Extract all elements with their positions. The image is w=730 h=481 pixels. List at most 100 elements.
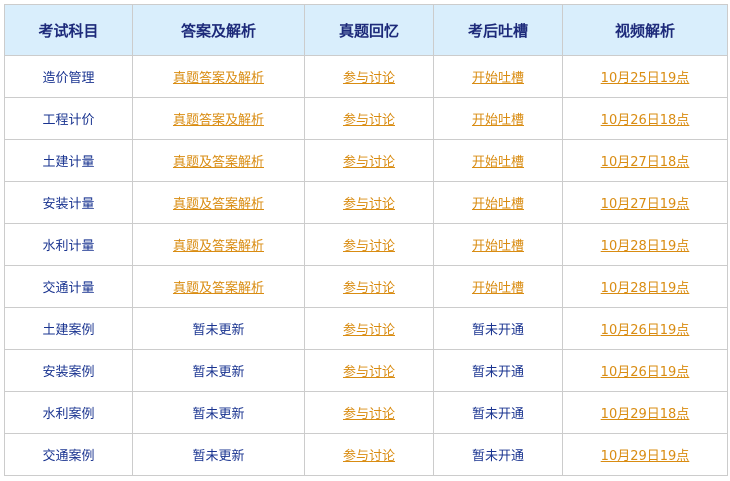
video-cell: 10月25日19点 (562, 55, 728, 98)
video-cell: 10月28日19点 (562, 265, 728, 308)
answer-cell: 暂未更新 (132, 307, 305, 350)
discussion-link[interactable]: 参与讨论 (342, 197, 395, 212)
video-link[interactable]: 10月27日18点 (600, 155, 690, 170)
complain-link[interactable]: 开始吐槽 (471, 197, 524, 212)
complain-cell: 开始吐槽 (433, 265, 563, 308)
discussion-link[interactable]: 参与讨论 (342, 281, 395, 296)
discussion-link[interactable]: 参与讨论 (342, 449, 395, 464)
complain-text: 暂未开通 (471, 407, 524, 422)
answer-link[interactable]: 真题及答案解析 (172, 239, 264, 254)
subject-text: 土建案例 (42, 323, 95, 338)
table-row: 工程计价 真题答案及解析 参与讨论 开始吐槽 10月26日18点 (4, 97, 728, 140)
answer-cell: 真题及答案解析 (132, 223, 305, 266)
discussion-link[interactable]: 参与讨论 (342, 155, 395, 170)
subject-cell: 土建案例 (4, 307, 133, 350)
recall-cell: 参与讨论 (304, 55, 434, 98)
recall-cell: 参与讨论 (304, 307, 434, 350)
complain-link[interactable]: 开始吐槽 (471, 239, 524, 254)
answer-link[interactable]: 真题答案及解析 (172, 113, 264, 128)
video-cell: 10月26日19点 (562, 307, 728, 350)
recall-cell: 参与讨论 (304, 349, 434, 392)
video-link[interactable]: 10月27日19点 (600, 197, 690, 212)
recall-cell: 参与讨论 (304, 181, 434, 224)
complain-link[interactable]: 开始吐槽 (471, 155, 524, 170)
video-cell: 10月27日18点 (562, 139, 728, 182)
subject-cell: 工程计价 (4, 97, 133, 140)
video-cell: 10月28日19点 (562, 223, 728, 266)
column-header: 考后吐槽 (433, 4, 563, 56)
video-link[interactable]: 10月26日19点 (600, 323, 690, 338)
answer-text: 暂未更新 (192, 407, 245, 422)
answer-cell: 真题及答案解析 (132, 265, 305, 308)
answer-link[interactable]: 真题及答案解析 (172, 197, 264, 212)
complain-text: 暂未开通 (471, 449, 524, 464)
video-link[interactable]: 10月29日19点 (600, 449, 690, 464)
complain-cell: 开始吐槽 (433, 181, 563, 224)
complain-text: 暂未开通 (471, 365, 524, 380)
subject-text: 土建计量 (42, 155, 95, 170)
video-cell: 10月29日18点 (562, 391, 728, 434)
video-link[interactable]: 10月28日19点 (600, 239, 690, 254)
answer-text: 暂未更新 (192, 449, 245, 464)
table-row: 土建案例 暂未更新 参与讨论 暂未开通 10月26日19点 (4, 307, 728, 350)
discussion-link[interactable]: 参与讨论 (342, 71, 395, 86)
table-row: 交通案例 暂未更新 参与讨论 暂未开通 10月29日19点 (4, 433, 728, 476)
table-row: 水利计量 真题及答案解析 参与讨论 开始吐槽 10月28日19点 (4, 223, 728, 266)
complain-cell: 暂未开通 (433, 349, 563, 392)
subject-cell: 交通案例 (4, 433, 133, 476)
table-row: 土建计量 真题及答案解析 参与讨论 开始吐槽 10月27日18点 (4, 139, 728, 182)
subject-text: 交通计量 (42, 281, 95, 296)
complain-text: 暂未开通 (471, 323, 524, 338)
answer-link[interactable]: 真题答案及解析 (172, 71, 264, 86)
discussion-link[interactable]: 参与讨论 (342, 323, 395, 338)
subject-text: 安装案例 (42, 365, 95, 380)
complain-cell: 开始吐槽 (433, 139, 563, 182)
column-header: 考试科目 (4, 4, 133, 56)
discussion-link[interactable]: 参与讨论 (342, 113, 395, 128)
complain-link[interactable]: 开始吐槽 (471, 113, 524, 128)
answer-cell: 暂未更新 (132, 433, 305, 476)
table-row: 安装案例 暂未更新 参与讨论 暂未开通 10月26日19点 (4, 349, 728, 392)
discussion-link[interactable]: 参与讨论 (342, 365, 395, 380)
recall-cell: 参与讨论 (304, 265, 434, 308)
answer-cell: 暂未更新 (132, 391, 305, 434)
table-row: 造价管理 真题答案及解析 参与讨论 开始吐槽 10月25日19点 (4, 55, 728, 98)
recall-cell: 参与讨论 (304, 433, 434, 476)
answer-text: 暂未更新 (192, 365, 245, 380)
table-row: 交通计量 真题及答案解析 参与讨论 开始吐槽 10月28日19点 (4, 265, 728, 308)
subject-cell: 交通计量 (4, 265, 133, 308)
subject-cell: 土建计量 (4, 139, 133, 182)
answer-cell: 真题及答案解析 (132, 181, 305, 224)
complain-cell: 暂未开通 (433, 433, 563, 476)
subject-cell: 安装计量 (4, 181, 133, 224)
complain-cell: 暂未开通 (433, 307, 563, 350)
answer-text: 暂未更新 (192, 323, 245, 338)
complain-cell: 开始吐槽 (433, 97, 563, 140)
video-cell: 10月29日19点 (562, 433, 728, 476)
discussion-link[interactable]: 参与讨论 (342, 407, 395, 422)
answer-cell: 真题答案及解析 (132, 55, 305, 98)
subject-text: 工程计价 (42, 113, 95, 128)
discussion-link[interactable]: 参与讨论 (342, 239, 395, 254)
answer-link[interactable]: 真题及答案解析 (172, 281, 264, 296)
video-link[interactable]: 10月28日19点 (600, 281, 690, 296)
complain-link[interactable]: 开始吐槽 (471, 71, 524, 86)
video-link[interactable]: 10月26日19点 (600, 365, 690, 380)
column-header: 答案及解析 (132, 4, 305, 56)
recall-cell: 参与讨论 (304, 97, 434, 140)
video-link[interactable]: 10月26日18点 (600, 113, 690, 128)
video-link[interactable]: 10月29日18点 (600, 407, 690, 422)
complain-link[interactable]: 开始吐槽 (471, 281, 524, 296)
subject-text: 安装计量 (42, 197, 95, 212)
answer-link[interactable]: 真题及答案解析 (172, 155, 264, 170)
table-row: 水利案例 暂未更新 参与讨论 暂未开通 10月29日18点 (4, 391, 728, 434)
table-row: 安装计量 真题及答案解析 参与讨论 开始吐槽 10月27日19点 (4, 181, 728, 224)
subject-cell: 水利计量 (4, 223, 133, 266)
subject-cell: 造价管理 (4, 55, 133, 98)
subject-cell: 安装案例 (4, 349, 133, 392)
complain-cell: 开始吐槽 (433, 55, 563, 98)
header-row: 考试科目 答案及解析 真题回忆 考后吐槽 视频解析 (4, 4, 728, 56)
video-link[interactable]: 10月25日19点 (600, 71, 690, 86)
complain-cell: 开始吐槽 (433, 223, 563, 266)
answer-cell: 真题答案及解析 (132, 97, 305, 140)
